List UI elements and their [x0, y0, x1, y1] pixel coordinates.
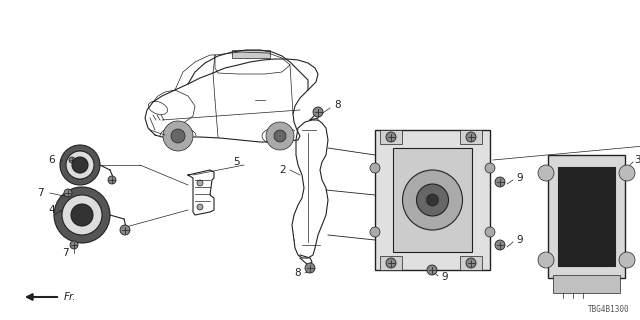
Circle shape: [427, 265, 437, 275]
Bar: [548, 155, 625, 278]
Circle shape: [485, 163, 495, 173]
Text: 5: 5: [234, 157, 240, 167]
Circle shape: [466, 132, 476, 142]
Circle shape: [60, 145, 100, 185]
Text: 9: 9: [442, 272, 448, 282]
Circle shape: [266, 122, 294, 150]
Circle shape: [426, 194, 438, 206]
Circle shape: [403, 170, 463, 230]
Bar: [232, 50, 270, 58]
Text: 7: 7: [61, 248, 68, 258]
Circle shape: [171, 129, 185, 143]
Text: 6: 6: [49, 155, 55, 165]
Circle shape: [495, 240, 505, 250]
Bar: [460, 256, 482, 270]
Circle shape: [417, 184, 449, 216]
Text: 9: 9: [516, 235, 524, 245]
Text: 9: 9: [516, 173, 524, 183]
Circle shape: [71, 204, 93, 226]
Circle shape: [619, 252, 635, 268]
Circle shape: [485, 227, 495, 237]
Circle shape: [619, 165, 635, 181]
Circle shape: [274, 130, 286, 142]
Circle shape: [538, 165, 554, 181]
Circle shape: [538, 252, 554, 268]
Circle shape: [66, 151, 94, 179]
Circle shape: [305, 263, 315, 273]
Text: 2: 2: [280, 165, 286, 175]
Circle shape: [370, 227, 380, 237]
Circle shape: [313, 107, 323, 117]
Bar: [375, 130, 490, 270]
Circle shape: [370, 163, 380, 173]
Circle shape: [108, 176, 116, 184]
Bar: [380, 256, 402, 270]
Circle shape: [62, 195, 102, 235]
Circle shape: [120, 225, 130, 235]
Bar: [558, 167, 615, 266]
Text: 8: 8: [335, 100, 341, 110]
Circle shape: [386, 258, 396, 268]
Circle shape: [163, 121, 193, 151]
Circle shape: [64, 189, 72, 197]
Text: 7: 7: [36, 188, 44, 198]
Text: 8: 8: [294, 268, 301, 278]
Text: 3: 3: [634, 155, 640, 165]
Text: 4: 4: [49, 205, 55, 215]
Circle shape: [197, 180, 203, 186]
Circle shape: [70, 241, 78, 249]
Circle shape: [69, 157, 75, 163]
Bar: [460, 130, 482, 144]
Circle shape: [72, 157, 88, 173]
Bar: [380, 130, 402, 144]
Bar: [553, 275, 620, 293]
Text: TBG4B1300: TBG4B1300: [588, 306, 630, 315]
Text: Fr.: Fr.: [64, 292, 77, 302]
Circle shape: [197, 204, 203, 210]
Bar: [393, 148, 472, 252]
Circle shape: [386, 132, 396, 142]
Circle shape: [495, 177, 505, 187]
Circle shape: [54, 187, 110, 243]
Circle shape: [466, 258, 476, 268]
